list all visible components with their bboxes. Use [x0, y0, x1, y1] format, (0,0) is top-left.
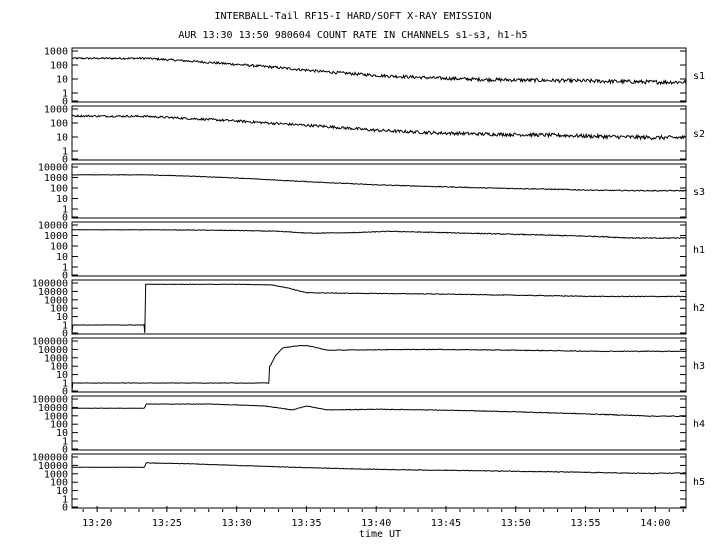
y-tick-label-s1-0: 1000	[44, 47, 68, 58]
y-tick-label-s1-1: 100	[50, 61, 68, 72]
y-tick-label-h3-3: 100	[50, 362, 68, 373]
y-tick-label-s1-3: 1	[62, 89, 68, 100]
series-line-s2	[71, 114, 686, 141]
x-axis-label: time UT	[359, 529, 401, 540]
y-tick-label-s3-1: 1000	[44, 173, 68, 184]
panel-frame-h1	[71, 221, 687, 277]
y-tick-label-h4-4: 10	[56, 428, 68, 439]
x-tick-label-2: 13:30	[222, 518, 252, 529]
x-tick-label-0: 13:20	[82, 518, 112, 529]
y-tick-label-h3-1: 10000	[38, 345, 68, 356]
panel-label-s1: s1	[693, 71, 705, 82]
x-tick-label-3: 13:35	[291, 518, 321, 529]
y-tick-label-h2-0: 100000	[32, 279, 68, 290]
y-tick-label-h3-2: 1000	[44, 353, 68, 364]
y-tick-label-h4-1: 10000	[38, 403, 68, 414]
x-tick-label-1: 13:25	[152, 518, 182, 529]
y-tick-label-s2-1: 100	[50, 119, 68, 130]
y-tick-label-s1-4: 0	[62, 97, 68, 108]
y-tick-label-h1-0: 10000	[38, 221, 68, 232]
y-tick-label-h4-2: 1000	[44, 411, 68, 422]
y-tick-label-s3-4: 1	[62, 205, 68, 216]
chart-subtitle: AUR 13:30 13:50 980604 COUNT RATE IN CHA…	[178, 30, 527, 41]
y-tick-label-h1-3: 10	[56, 252, 68, 263]
y-tick-label-s1-2: 10	[56, 75, 68, 86]
y-tick-label-h4-5: 1	[62, 437, 68, 448]
y-tick-label-h2-1: 10000	[38, 287, 68, 298]
y-tick-label-s3-0: 10000	[38, 163, 68, 174]
panel-label-h2: h2	[693, 303, 705, 314]
y-tick-label-h1-4: 1	[62, 263, 68, 274]
series-line-s1	[71, 56, 687, 86]
panels-group: 10001001010s110001001010s210000100010010…	[32, 47, 705, 514]
panel-frame-h5	[71, 453, 687, 509]
series-line-h1	[71, 229, 686, 240]
y-tick-label-s3-2: 100	[50, 184, 68, 195]
x-axis: 13:20 13:25 13:30 13:35 13:40 13:45 13:50 13:55…	[82, 506, 684, 529]
panel-label-h4: h4	[693, 419, 705, 430]
panel-label-h3: h3	[693, 361, 705, 372]
chart-title: INTERBALL-Tail RF15-I HARD/SOFT X-RAY EM…	[215, 11, 492, 22]
series-line-h3	[71, 344, 686, 392]
y-tick-label-h1-1: 1000	[44, 231, 68, 242]
panel-frame-h3	[71, 337, 687, 393]
y-tick-label-h5-2: 1000	[44, 469, 68, 480]
y-tick-label-h1-2: 100	[50, 242, 68, 253]
y-tick-label-h3-0: 100000	[32, 337, 68, 348]
series-line-h2	[71, 283, 686, 334]
y-tick-label-s2-2: 10	[56, 133, 68, 144]
y-tick-label-h2-5: 1	[62, 321, 68, 332]
y-tick-label-h2-6: 0	[62, 329, 68, 340]
series-line-h4	[71, 403, 686, 418]
panel-label-h1: h1	[693, 245, 705, 256]
x-tick-label-6: 13:50	[501, 518, 531, 529]
panel-frame-h2	[71, 279, 687, 335]
x-tick-label-7: 13:55	[570, 518, 600, 529]
y-tick-label-h5-3: 100	[50, 478, 68, 489]
y-tick-label-h5-1: 10000	[38, 461, 68, 472]
panel-frame-h4	[71, 395, 687, 451]
y-tick-label-h2-2: 1000	[44, 295, 68, 306]
panel-frame-s2	[71, 105, 687, 161]
y-tick-label-s2-4: 0	[62, 155, 68, 166]
y-tick-label-s2-0: 1000	[44, 105, 68, 116]
series-line-s3	[71, 174, 687, 192]
y-tick-label-h2-3: 100	[50, 304, 68, 315]
panel-frame-s3	[71, 163, 687, 219]
panel-s1: 1000 100 10 10 s1	[44, 47, 705, 108]
panel-frame-s1	[71, 47, 687, 103]
y-tick-label-s3-5: 0	[62, 213, 68, 224]
panel-label-s3: s3	[693, 187, 705, 198]
y-tick-label-h2-4: 10	[56, 312, 68, 323]
y-tick-label-h5-4: 10	[56, 486, 68, 497]
y-tick-label-s2-3: 1	[62, 147, 68, 158]
y-tick-label-h4-6: 0	[62, 445, 68, 456]
panel-label-h5: h5	[693, 477, 705, 488]
y-tick-label-h5-6: 0	[62, 503, 68, 514]
y-tick-label-s3-3: 10	[56, 194, 68, 205]
x-tick-label-4: 13:40	[361, 518, 391, 529]
x-tick-label-8: 14:00	[640, 518, 670, 529]
y-tick-label-h5-5: 1	[62, 495, 68, 506]
y-tick-label-h5-0: 100000	[32, 453, 68, 464]
y-tick-label-h4-3: 100	[50, 420, 68, 431]
y-tick-label-h1-5: 0	[62, 271, 68, 282]
panel-label-s2: s2	[693, 129, 705, 140]
panel-s2: 1000 100 10 10 s2	[44, 105, 705, 166]
y-tick-label-h3-4: 10	[56, 370, 68, 381]
x-tick-label-5: 13:45	[431, 518, 461, 529]
y-tick-label-h3-5: 1	[62, 379, 68, 390]
y-tick-label-h3-6: 0	[62, 387, 68, 398]
y-tick-label-h4-0: 100000	[32, 395, 68, 406]
series-line-h5	[72, 462, 686, 475]
